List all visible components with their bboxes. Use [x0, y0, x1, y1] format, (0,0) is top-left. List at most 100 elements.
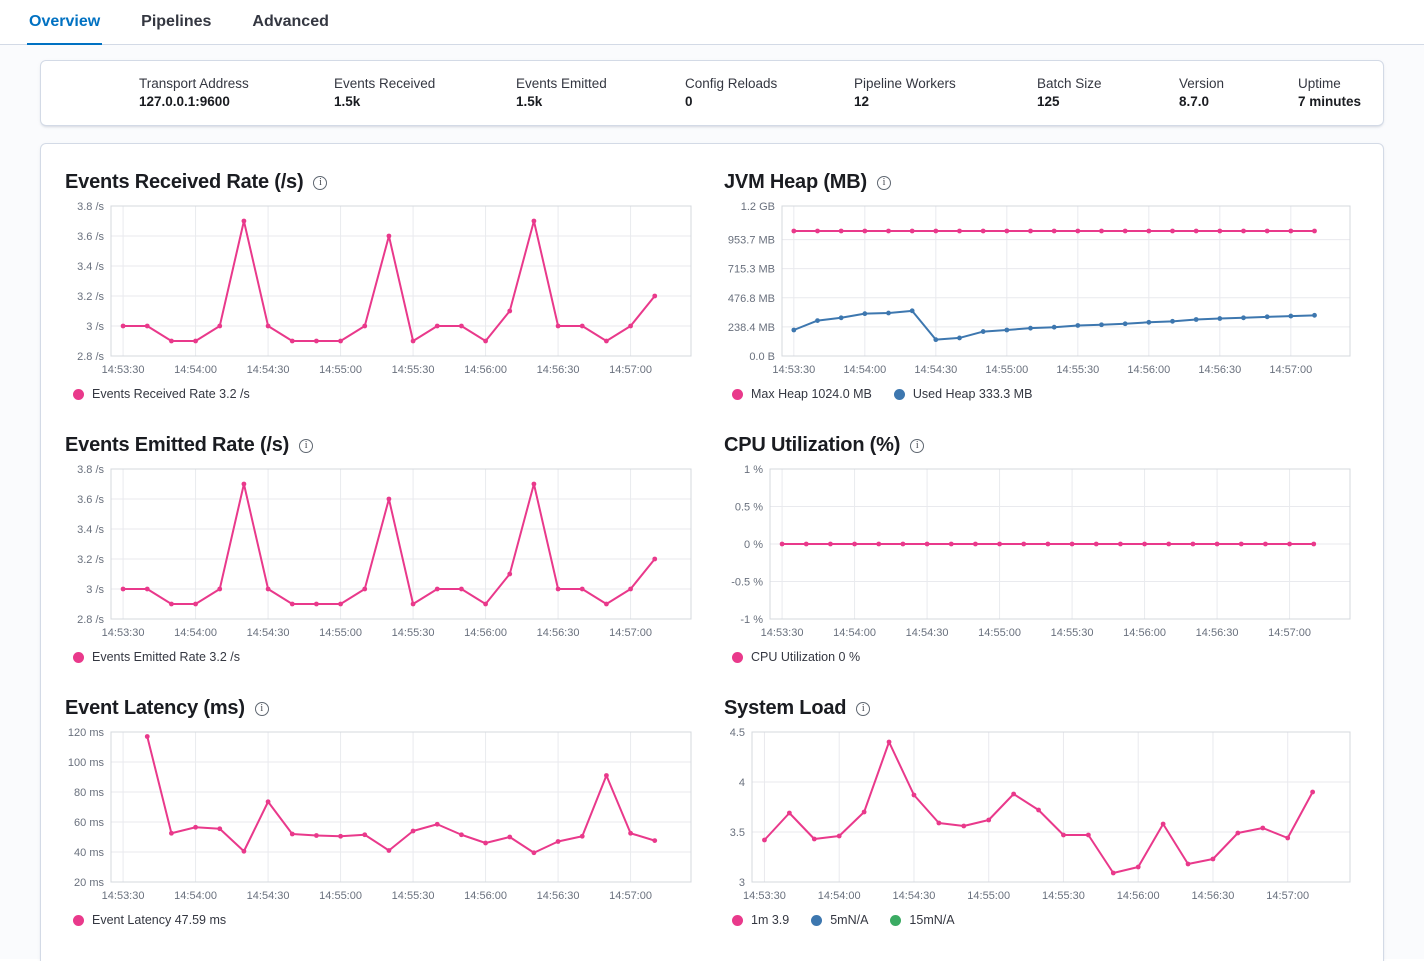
stat-label: Uptime: [1298, 76, 1341, 91]
event-latency-ms-plot[interactable]: 120 ms 100 ms 80 ms 60 ms 40 ms 20 ms14:53:30…: [65, 727, 695, 905]
svg-text:14:56:00: 14:56:00: [1117, 890, 1160, 902]
svg-text:14:56:30: 14:56:30: [1196, 627, 1239, 639]
svg-text:14:56:00: 14:56:00: [1123, 627, 1166, 639]
legend-label: 1m 3.9: [751, 913, 790, 927]
events-received-rate-s-plot[interactable]: 3.8 /s 3.6 /s 3.4 /s 3.2 /s 3 /s 2.8 /s14:53:…: [65, 201, 695, 379]
legend-dot: [73, 651, 84, 663]
chart-title: System Load: [724, 697, 847, 719]
chart-jvm-heap-mb: JVM Heap (MB) i 1.2 GB 953.7 MB 715.3 MB 476.…: [724, 170, 1361, 401]
stat-value: 127.0.0.1:9600: [139, 94, 230, 109]
stat-transport-address: Transport Address 127.0.0.1:9600: [139, 76, 249, 109]
svg-text:14:54:00: 14:54:00: [818, 890, 861, 902]
stat-label: Version: [1179, 76, 1225, 91]
legend-label: Used Heap 333.3 MB: [912, 387, 1033, 401]
stat-config-reloads: Config Reloads 0: [685, 76, 777, 109]
svg-text:120 ms: 120 ms: [68, 727, 105, 739]
stat-label: Pipeline Workers: [854, 76, 956, 91]
legend-item-1m-3-9: 1m 3.9: [732, 913, 789, 927]
svg-text:80 ms: 80 ms: [74, 787, 104, 799]
info-icon[interactable]: i: [856, 701, 871, 716]
legend-dot: [811, 914, 823, 926]
svg-text:60 ms: 60 ms: [74, 817, 104, 829]
svg-text:14:54:30: 14:54:30: [247, 890, 290, 902]
chart-cpu-utilization: CPU Utilization (%) i 1 % 0.5 % 0 % -0.5 % -1 …: [724, 433, 1361, 664]
events-emitted-rate-s-plot[interactable]: 3.8 /s 3.6 /s 3.4 /s 3.2 /s 3 /s 2.8 /s14:53:…: [65, 464, 695, 642]
charts-panel: Events Received Rate (/s) i 3.8 /s 3.6 /s 3.…: [40, 143, 1384, 961]
svg-text:14:57:00: 14:57:00: [609, 890, 652, 902]
svg-text:3.2 /s: 3.2 /s: [77, 291, 104, 303]
page-content: Transport Address 127.0.0.1:9600 Events Re…: [0, 45, 1424, 961]
svg-text:14:56:30: 14:56:30: [537, 890, 580, 902]
cpu-utilization-plot[interactable]: 1 % 0.5 % 0 % -0.5 % -1 %14:53:30 14:54:00 14:…: [724, 464, 1354, 642]
svg-text:3.4 /s: 3.4 /s: [77, 524, 104, 536]
svg-text:476.8 MB: 476.8 MB: [728, 293, 775, 305]
svg-text:3: 3: [739, 877, 745, 889]
svg-text:14:57:00: 14:57:00: [1268, 627, 1311, 639]
stat-value: 1.5k: [516, 94, 543, 109]
system-load-plot[interactable]: 4.5 4 3.5 314:53:30 14:54:00 14:54:30 14:55:00…: [724, 727, 1354, 905]
legend-item-15mn-a: 15mN/A: [890, 913, 955, 927]
info-icon[interactable]: i: [313, 175, 328, 190]
chart-title: CPU Utilization (%): [724, 434, 901, 456]
svg-text:14:54:00: 14:54:00: [833, 627, 876, 639]
info-icon[interactable]: i: [299, 438, 314, 453]
svg-text:14:55:30: 14:55:30: [392, 627, 435, 639]
svg-text:14:57:00: 14:57:00: [1266, 890, 1309, 902]
stat-value: 125: [1037, 94, 1060, 109]
svg-text:14:55:00: 14:55:00: [967, 890, 1010, 902]
svg-text:3 /s: 3 /s: [86, 584, 104, 596]
legend-item-cpu-utilization-0: CPU Utilization 0 %: [732, 650, 860, 664]
svg-text:14:54:00: 14:54:00: [174, 890, 217, 902]
tab-overview[interactable]: Overview: [27, 0, 103, 45]
chart-legend: Events Emitted Rate 3.2 /s: [65, 650, 702, 664]
stat-events-received: Events Received 1.5k: [334, 76, 435, 109]
svg-text:3.4 /s: 3.4 /s: [77, 261, 104, 273]
stat-label: Events Received: [334, 76, 436, 91]
svg-text:3.8 /s: 3.8 /s: [77, 201, 104, 213]
chart-title-row: Events Emitted Rate (/s) i: [65, 433, 702, 458]
svg-text:14:57:00: 14:57:00: [609, 364, 652, 376]
stat-value: 7 minutes: [1298, 94, 1362, 109]
chart-title: JVM Heap (MB): [724, 171, 867, 193]
legend-item-event-latency-47-59-ms: Event Latency 47.59 ms: [73, 913, 226, 927]
tab-advanced[interactable]: Advanced: [252, 13, 329, 30]
legend-item-5mn-a: 5mN/A: [811, 913, 868, 927]
stat-value: 12: [854, 94, 870, 109]
svg-text:14:53:30: 14:53:30: [102, 364, 145, 376]
svg-text:0 %: 0 %: [744, 539, 763, 551]
svg-text:14:55:30: 14:55:30: [1042, 890, 1085, 902]
svg-text:14:55:00: 14:55:00: [985, 364, 1028, 376]
svg-text:2.8 /s: 2.8 /s: [77, 614, 104, 626]
svg-text:14:53:30: 14:53:30: [743, 890, 786, 902]
charts-grid: Events Received Rate (/s) i 3.8 /s 3.6 /s 3.…: [41, 144, 1383, 927]
chart-legend: Event Latency 47.59 ms: [65, 913, 702, 927]
legend-dot: [732, 914, 743, 926]
info-icon[interactable]: i: [876, 175, 891, 190]
chart-legend: Max Heap 1024.0 MB Used Heap 333.3 MB: [724, 387, 1361, 401]
chart-title-row: System Load i: [724, 696, 1361, 721]
svg-text:100 ms: 100 ms: [68, 757, 105, 769]
legend-label: 5mN/A: [830, 913, 869, 927]
info-icon[interactable]: i: [910, 438, 925, 453]
svg-text:3.6 /s: 3.6 /s: [77, 494, 104, 506]
svg-text:14:55:30: 14:55:30: [1051, 627, 1094, 639]
svg-text:20 ms: 20 ms: [74, 877, 104, 889]
svg-text:3.8 /s: 3.8 /s: [77, 464, 104, 476]
svg-text:14:55:00: 14:55:00: [319, 890, 362, 902]
chart-title-row: Events Received Rate (/s) i: [65, 170, 702, 195]
svg-text:14:55:00: 14:55:00: [319, 364, 362, 376]
info-icon[interactable]: i: [254, 701, 269, 716]
legend-label: Max Heap 1024.0 MB: [751, 387, 872, 401]
tab-pipelines[interactable]: Pipelines: [141, 13, 212, 30]
svg-text:14:56:30: 14:56:30: [1192, 890, 1235, 902]
stat-label: Batch Size: [1037, 76, 1102, 91]
jvm-heap-mb-plot[interactable]: 1.2 GB 953.7 MB 715.3 MB 476.8 MB 238.4 MB 0.…: [724, 201, 1354, 379]
svg-text:3.2 /s: 3.2 /s: [77, 554, 104, 566]
svg-text:14:56:30: 14:56:30: [537, 627, 580, 639]
legend-dot: [73, 914, 84, 926]
summary-stats-panel: Transport Address 127.0.0.1:9600 Events Re…: [40, 60, 1384, 126]
stat-label: Config Reloads: [685, 76, 778, 91]
svg-text:14:56:00: 14:56:00: [464, 364, 507, 376]
stat-batch-size: Batch Size 125: [1037, 76, 1102, 109]
stat-label: Events Emitted: [516, 76, 607, 91]
